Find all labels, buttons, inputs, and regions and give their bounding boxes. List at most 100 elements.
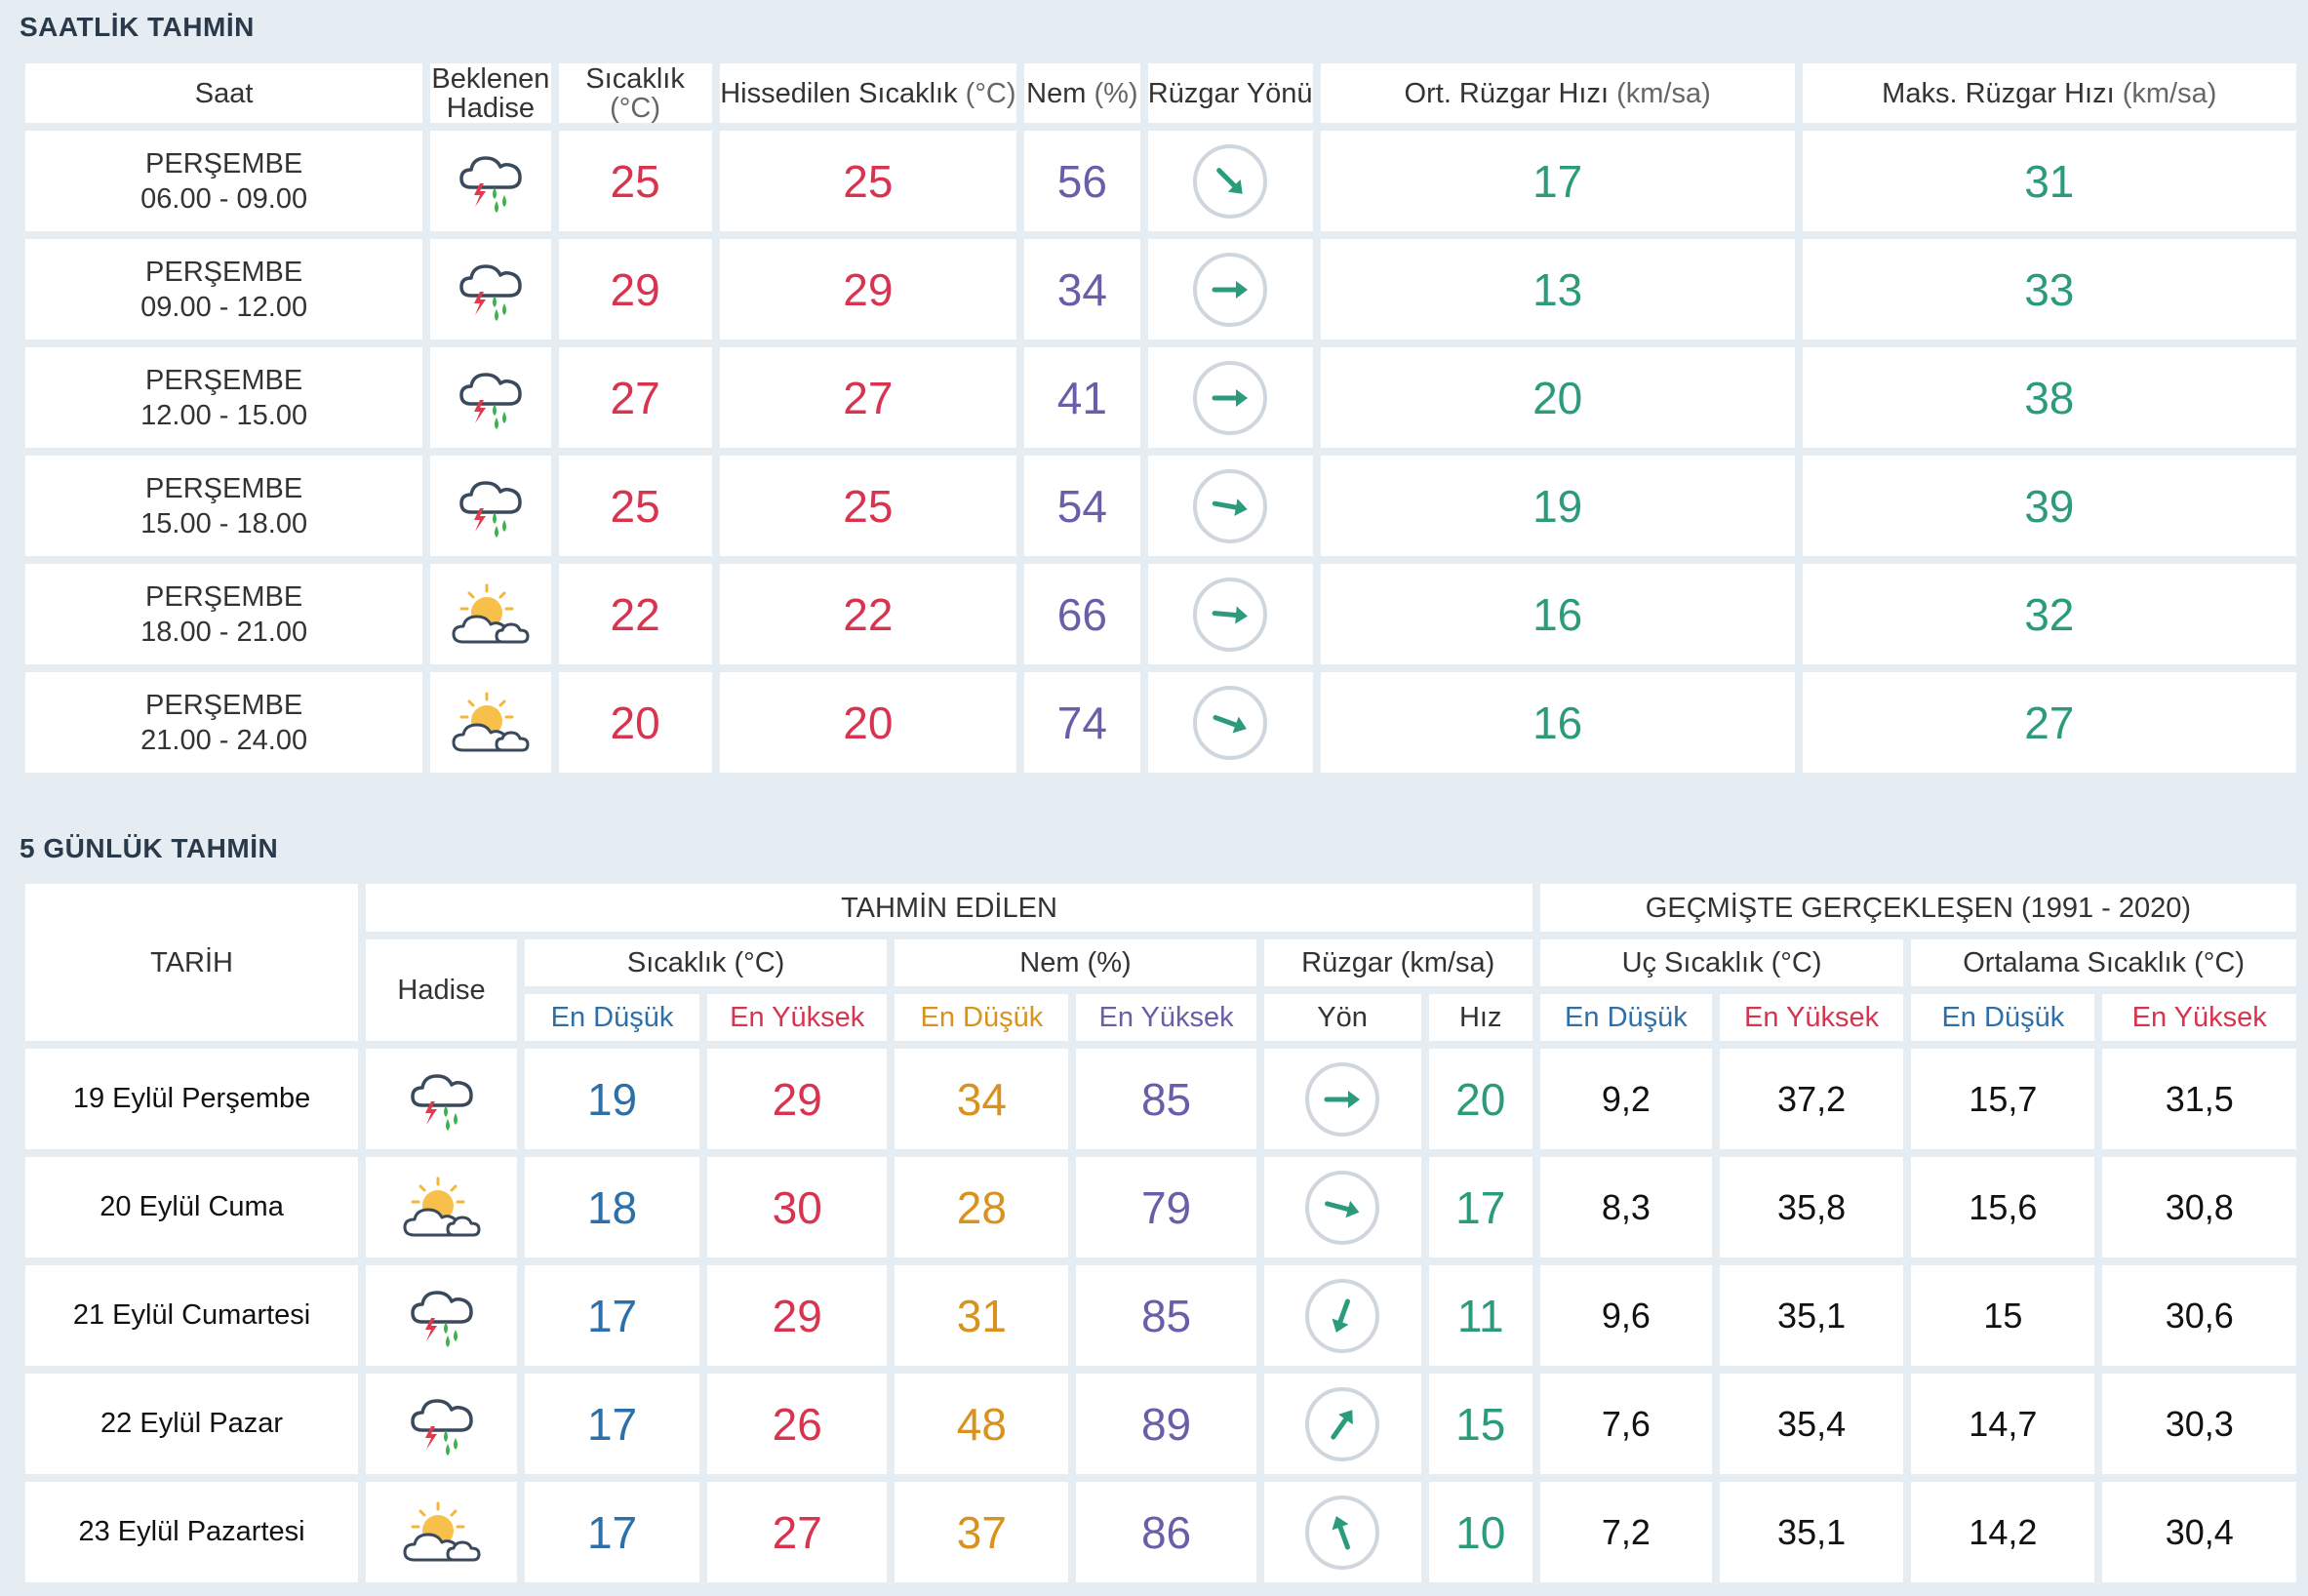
header-beklenen-hadise: Beklenen Hadise	[430, 62, 551, 124]
header-sicaklik-unit: (°C)	[610, 92, 660, 124]
subheader-hiz: Hız	[1428, 994, 1532, 1041]
temp-high-value: 30	[707, 1157, 888, 1257]
wind-direction-cell	[1147, 131, 1313, 231]
hourly-row: PERŞEMBE 12.00 - 15.00 27 27 41 20 38	[25, 347, 2296, 448]
partly-cloudy-icon	[430, 578, 550, 652]
humidity-value: 41	[1024, 347, 1140, 448]
extreme-high-value: 35,4	[1719, 1374, 1904, 1474]
avg-wind-value: 16	[1320, 564, 1795, 664]
temperature-value: 22	[558, 564, 712, 664]
temp-low-value: 17	[524, 1265, 700, 1366]
wind-direction-icon	[1305, 1386, 1380, 1461]
hourly-row: PERŞEMBE 15.00 - 18.00 25 25 54 19 39	[25, 456, 2296, 556]
wind-direction-cell	[1147, 564, 1313, 664]
weather-cell	[430, 131, 551, 231]
wind-direction-icon	[1305, 1495, 1380, 1570]
header-sicaklik: Sıcaklık (°C)	[524, 939, 888, 986]
humidity-high-value: 79	[1076, 1157, 1256, 1257]
weather-cell	[430, 239, 551, 339]
hourly-row: PERŞEMBE 18.00 - 21.00 22 22 66 16 32	[25, 564, 2296, 664]
hourly-row: PERŞEMBE 06.00 - 09.00 25 25 56 17 31	[25, 131, 2296, 231]
header-maks-ruzgar-unit: (km/sa)	[2122, 77, 2217, 109]
header-sicaklik: Sıcaklık (°C)	[558, 62, 712, 124]
temperature-value: 25	[558, 131, 712, 231]
wind-direction-icon	[1193, 685, 1268, 760]
humidity-high-value: 89	[1076, 1374, 1256, 1474]
header-nem-label: Nem	[1026, 77, 1087, 109]
wind-direction-cell	[1263, 1265, 1421, 1366]
avg-wind-value: 20	[1320, 347, 1795, 448]
subheader-uc-en-yuksek: En Yüksek	[1719, 994, 1904, 1041]
extreme-low-value: 9,6	[1539, 1265, 1712, 1366]
extreme-high-value: 35,1	[1719, 1265, 1904, 1366]
header-hadise: Hadise	[446, 92, 536, 124]
header-nem: Nem (%)	[895, 939, 1256, 986]
hourly-row: PERŞEMBE 09.00 - 12.00 29 29 34 13 33	[25, 239, 2296, 339]
header-sicaklik-label: Sıcaklık	[585, 62, 685, 95]
daily-row: 22 Eylül Pazar 17 26 48 89 15 7,6 35,4 14,7 30,3	[25, 1374, 2296, 1474]
header-ort-ruzgar-unit: (km/sa)	[1616, 77, 1711, 109]
average-high-value: 30,6	[2102, 1265, 2296, 1366]
extreme-high-value: 35,8	[1719, 1157, 1904, 1257]
header-nem: Nem (%)	[1024, 63, 1140, 123]
humidity-low-value: 34	[895, 1049, 1069, 1149]
extreme-low-value: 8,3	[1539, 1157, 1712, 1257]
extreme-low-value: 7,6	[1539, 1374, 1712, 1474]
day-label: PERŞEMBE	[145, 580, 303, 613]
weather-cell	[366, 1049, 517, 1149]
weather-cell	[366, 1374, 517, 1474]
humidity-value: 34	[1024, 239, 1140, 339]
average-high-value: 30,3	[2102, 1374, 2296, 1474]
humidity-low-value: 37	[895, 1482, 1069, 1582]
daily-row: 21 Eylül Cumartesi 17 29 31 85 11 9,6 35,1 15 30,…	[25, 1265, 2296, 1366]
weather-cell	[430, 564, 551, 664]
wind-direction-cell	[1263, 1049, 1421, 1149]
average-low-value: 14,2	[1911, 1482, 2095, 1582]
feels-like-value: 22	[719, 564, 1017, 664]
header-hissedilen: Hissedilen Sıcaklık (°C)	[719, 63, 1017, 123]
header-hadise: Hadise	[366, 939, 517, 1041]
temp-high-value: 29	[707, 1265, 888, 1366]
weather-cell	[430, 347, 551, 448]
humidity-low-value: 48	[895, 1374, 1069, 1474]
day-label: PERŞEMBE	[145, 689, 303, 721]
wind-direction-cell	[1147, 239, 1313, 339]
header-ort-ruzgar: Ort. Rüzgar Hızı (km/sa)	[1320, 63, 1795, 123]
header-hissedilen-label: Hissedilen Sıcaklık	[720, 77, 958, 109]
feels-like-value: 27	[719, 347, 1017, 448]
day-label: PERŞEMBE	[145, 256, 303, 288]
header-beklenen: Beklenen	[431, 62, 550, 95]
weather-cell	[430, 456, 551, 556]
time-range: 18.00 - 21.00	[140, 616, 308, 648]
wind-direction-icon	[1305, 1061, 1380, 1137]
daily-row: 20 Eylül Cuma 18 30 28 79 17 8,3 35,8 15,6 30,8	[25, 1157, 2296, 1257]
time-range: 15.00 - 18.00	[140, 507, 308, 539]
max-wind-value: 32	[1802, 564, 2296, 664]
date-cell: 20 Eylül Cuma	[25, 1157, 359, 1257]
extreme-low-value: 9,2	[1539, 1049, 1712, 1149]
subheader-sicaklik-en-dusuk: En Düşük	[524, 994, 700, 1041]
partly-cloudy-icon	[430, 686, 550, 760]
wind-direction-icon	[1193, 577, 1268, 652]
date-cell: 21 Eylül Cumartesi	[25, 1265, 359, 1366]
day-label: PERŞEMBE	[145, 472, 303, 504]
temp-high-value: 26	[707, 1374, 888, 1474]
humidity-high-value: 85	[1076, 1049, 1256, 1149]
header-tahmin-edilen: TAHMİN EDİLEN	[366, 884, 1532, 932]
average-high-value: 30,4	[2102, 1482, 2296, 1582]
wind-speed-value: 10	[1428, 1482, 1532, 1582]
daily-forecast-title: 5 GÜNLÜK TAHMİN	[20, 833, 279, 863]
date-cell: 23 Eylül Pazartesi	[25, 1482, 359, 1582]
average-low-value: 15,7	[1911, 1049, 2095, 1149]
temp-low-value: 18	[524, 1157, 700, 1257]
subheader-nem-en-yuksek: En Yüksek	[1076, 994, 1256, 1041]
avg-wind-value: 13	[1320, 239, 1795, 339]
header-ruzgar: Rüzgar (km/sa)	[1263, 939, 1532, 986]
header-uc-sicaklik: Uç Sıcaklık (°C)	[1539, 939, 1904, 986]
wind-direction-cell	[1147, 672, 1313, 773]
humidity-value: 66	[1024, 564, 1140, 664]
temperature-value: 20	[558, 672, 712, 773]
humidity-value: 56	[1024, 131, 1140, 231]
subheader-nem-en-dusuk: En Düşük	[895, 994, 1069, 1041]
average-low-value: 15	[1911, 1265, 2095, 1366]
